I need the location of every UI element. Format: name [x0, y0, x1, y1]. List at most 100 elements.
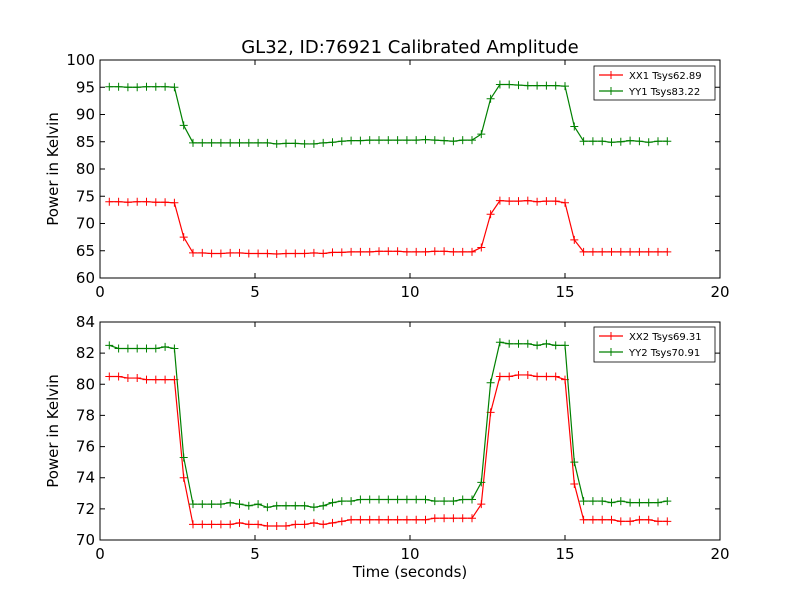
data-point-0-0-56 [626, 247, 635, 256]
data-point-1-1-11 [207, 500, 216, 509]
data-point-0-0-18 [272, 250, 281, 259]
data-point-0-1-52 [588, 137, 597, 146]
data-point-0-1-44 [514, 81, 523, 90]
data-point-1-1-58 [644, 498, 653, 507]
data-point-1-0-51 [579, 515, 588, 524]
data-point-1-1-22 [309, 503, 318, 512]
data-point-1-1-14 [235, 500, 244, 509]
data-point-1-1-21 [300, 501, 309, 510]
legend-marker [607, 87, 615, 95]
data-point-0-1-17 [263, 138, 272, 147]
data-point-1-0-31 [393, 515, 402, 524]
data-point-0-0-1 [114, 197, 123, 206]
data-point-0-1-39 [468, 136, 476, 145]
data-point-0-0-33 [412, 247, 421, 256]
data-point-0-0-60 [663, 247, 672, 256]
data-point-1-1-37 [449, 497, 458, 506]
data-point-1-0-22 [309, 518, 318, 527]
data-point-0-0-30 [384, 247, 393, 256]
data-point-1-1-2 [123, 344, 132, 353]
data-point-0-1-11 [207, 138, 216, 147]
data-point-1-0-43 [505, 372, 514, 381]
data-point-1-1-44 [514, 339, 523, 348]
data-point-1-1-20 [291, 501, 300, 510]
data-point-0-0-43 [505, 197, 514, 206]
data-point-1-0-58 [644, 515, 653, 524]
data-point-0-0-25 [337, 248, 346, 257]
data-point-1-0-25 [337, 517, 346, 526]
data-point-0-0-34 [421, 247, 430, 256]
data-point-1-1-8 [179, 453, 188, 462]
data-point-1-1-10 [198, 500, 207, 509]
bottom-panel: 0 5 10 15 20 70 72 74 76 78 80 82 84 Power in Kelvin T… [44, 313, 730, 581]
data-point-1-0-54 [607, 515, 616, 524]
data-point-0-1-21 [300, 139, 309, 148]
data-point-0-1-14 [235, 138, 244, 147]
data-point-0-1-29 [375, 136, 383, 145]
data-point-1-1-33 [412, 495, 421, 504]
data-point-0-1-53 [598, 137, 607, 146]
data-point-1-1-50 [570, 458, 579, 467]
data-point-1-0-48 [551, 372, 560, 381]
data-point-1-0-26 [347, 515, 356, 524]
x-tick-label: 0 [95, 545, 105, 563]
data-point-0-0-52 [588, 247, 597, 256]
data-point-1-0-32 [402, 515, 411, 524]
data-point-0-1-59 [654, 137, 662, 146]
data-point-0-0-20 [291, 249, 300, 258]
data-point-0-1-60 [663, 137, 672, 146]
data-point-0-0-32 [402, 247, 411, 256]
data-point-1-0-40 [477, 500, 486, 509]
data-point-0-1-40 [477, 130, 486, 139]
data-point-0-1-34 [421, 135, 430, 144]
data-point-1-1-13 [226, 498, 235, 507]
data-point-1-0-57 [635, 515, 644, 524]
data-point-1-1-56 [626, 498, 635, 507]
data-point-1-0-55 [616, 517, 625, 526]
data-point-1-0-14 [235, 518, 244, 527]
y-axis-label: Power in Kelvin [44, 374, 62, 488]
y-tick-label: 70 [76, 215, 95, 233]
data-point-1-0-47 [542, 372, 551, 381]
y-tick-label: 90 [76, 106, 95, 124]
legend-entry: YY1 Tsys83.22 [628, 87, 700, 98]
data-point-1-0-9 [189, 520, 197, 529]
data-point-1-0-44 [514, 370, 523, 379]
data-point-1-0-24 [328, 518, 337, 527]
data-point-0-0-57 [635, 247, 644, 256]
data-point-0-0-3 [133, 197, 142, 206]
y-tick-label: 75 [76, 187, 95, 205]
x-tick-label: 5 [250, 283, 260, 301]
data-point-1-1-49 [561, 341, 569, 350]
data-point-1-0-34 [421, 515, 430, 524]
data-point-1-0-21 [300, 520, 309, 529]
data-point-0-0-59 [654, 247, 662, 256]
data-point-0-0-50 [570, 235, 579, 244]
y-tick-label: 70 [76, 531, 95, 549]
data-point-0-1-9 [189, 138, 197, 147]
data-point-0-1-37 [449, 137, 458, 146]
data-point-0-0-38 [458, 247, 467, 256]
data-point-0-0-26 [347, 247, 356, 256]
data-point-1-1-53 [598, 497, 607, 506]
data-point-0-0-13 [226, 248, 235, 257]
data-point-0-1-8 [179, 121, 188, 130]
x-tick-label: 20 [710, 283, 729, 301]
data-point-0-0-35 [430, 247, 439, 256]
data-point-0-1-13 [226, 138, 235, 147]
data-point-1-0-50 [570, 479, 579, 488]
x-tick-label: 5 [250, 545, 260, 563]
legend-entry: XX2 Tsys69.31 [629, 332, 702, 343]
data-point-1-0-20 [291, 520, 300, 529]
data-point-0-0-46 [533, 197, 542, 206]
data-point-1-1-55 [616, 497, 625, 506]
data-point-0-0-24 [328, 248, 337, 257]
data-point-0-1-19 [282, 139, 290, 148]
legend-entry: XX1 Tsys62.89 [629, 71, 702, 82]
data-point-0-1-50 [570, 122, 579, 131]
data-point-0-1-46 [533, 81, 542, 90]
data-point-0-0-6 [161, 198, 170, 207]
y-tick-label: 95 [76, 78, 95, 96]
top-panel: 0 5 10 15 20 60 65 70 75 80 85 90 95 100 Power in Kelv… [44, 51, 730, 301]
data-point-0-0-51 [579, 247, 588, 256]
